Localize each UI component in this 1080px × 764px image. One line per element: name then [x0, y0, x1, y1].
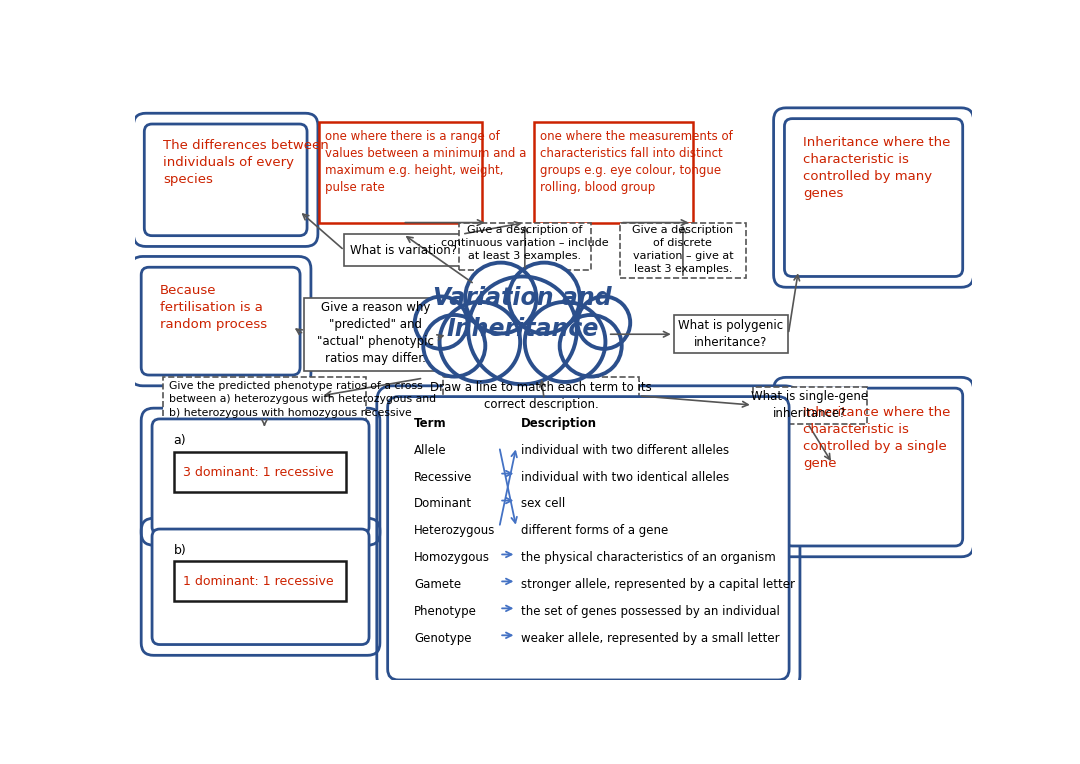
Circle shape [415, 296, 468, 349]
Bar [620, 222, 745, 278]
Text: Inheritance where the
characteristic is
controlled by many
genes: Inheritance where the characteristic is … [804, 136, 950, 200]
Bar [303, 298, 447, 371]
Text: sex cell: sex cell [521, 497, 565, 510]
Circle shape [559, 315, 622, 377]
Text: weaker allele, represented by a small letter: weaker allele, represented by a small le… [521, 633, 780, 646]
Bar [444, 377, 638, 415]
FancyBboxPatch shape [388, 397, 789, 680]
Bar [674, 315, 788, 354]
Bar [753, 387, 867, 423]
Bar [320, 122, 482, 222]
Text: Phenotype: Phenotype [414, 605, 477, 618]
Text: b): b) [174, 545, 187, 558]
Text: Give the predicted phenotype ratios of a cross
between a) heterozygous with hete: Give the predicted phenotype ratios of a… [170, 381, 436, 418]
Text: Recessive: Recessive [414, 471, 472, 484]
Text: Heterozygous: Heterozygous [414, 524, 496, 537]
Text: Give a description of
continuous variation – include
at least 3 examples.: Give a description of continuous variati… [441, 225, 609, 261]
Text: one where there is a range of
values between a minimum and a
maximum e.g. height: one where there is a range of values bet… [325, 130, 526, 194]
Text: What is polygenic
inheritance?: What is polygenic inheritance? [678, 319, 783, 349]
Text: Description: Description [521, 416, 597, 429]
Bar [174, 452, 346, 492]
Text: Dominant: Dominant [414, 497, 472, 510]
Bar [174, 562, 346, 601]
Text: stronger allele, represented by a capital letter: stronger allele, represented by a capita… [521, 578, 795, 591]
Text: The differences between
individuals of every
species: The differences between individuals of e… [163, 139, 328, 186]
FancyBboxPatch shape [784, 388, 962, 546]
Bar [345, 234, 462, 267]
Text: Because
fertilisation is a
random process: Because fertilisation is a random proces… [160, 284, 267, 331]
Text: Gamete: Gamete [414, 578, 461, 591]
Text: individual with two identical alleles: individual with two identical alleles [521, 471, 729, 484]
Text: one where the measurements of
characteristics fall into distinct
groups e.g. eye: one where the measurements of characteri… [540, 130, 732, 194]
Text: the set of genes possessed by an individual: the set of genes possessed by an individ… [521, 605, 780, 618]
Text: 3 dominant: 1 recessive: 3 dominant: 1 recessive [183, 465, 334, 478]
Circle shape [423, 315, 485, 377]
Text: What is variation?: What is variation? [350, 244, 457, 257]
Text: What is single-gene
inheritance?: What is single-gene inheritance? [752, 390, 868, 420]
Text: Give a description
of discrete
variation – give at
least 3 examples.: Give a description of discrete variation… [633, 225, 733, 274]
Text: Homozygous: Homozygous [414, 552, 490, 565]
Text: Allele: Allele [414, 444, 447, 457]
Text: a): a) [174, 434, 187, 448]
Text: Term: Term [414, 416, 447, 429]
FancyBboxPatch shape [141, 267, 300, 375]
Circle shape [465, 263, 537, 333]
Text: individual with two different alleles: individual with two different alleles [521, 444, 729, 457]
Text: Draw a line to match each term to its
correct description.: Draw a line to match each term to its co… [430, 380, 652, 411]
Circle shape [509, 263, 580, 333]
Circle shape [440, 302, 521, 382]
FancyBboxPatch shape [152, 529, 369, 645]
Circle shape [578, 296, 631, 349]
Circle shape [525, 302, 606, 382]
Text: different forms of a gene: different forms of a gene [521, 524, 669, 537]
Text: Variation and
Inheritance: Variation and Inheritance [433, 286, 611, 342]
FancyBboxPatch shape [145, 124, 307, 235]
Bar [459, 222, 591, 270]
Text: 1 dominant: 1 recessive: 1 dominant: 1 recessive [183, 575, 334, 588]
Text: Genotype: Genotype [414, 633, 472, 646]
Text: Inheritance where the
characteristic is
controlled by a single
gene: Inheritance where the characteristic is … [804, 406, 950, 470]
Bar [163, 377, 366, 424]
Circle shape [469, 277, 577, 384]
Text: Give a reason why
"predicted" and
"actual" phenotypic
ratios may differ.: Give a reason why "predicted" and "actua… [316, 301, 434, 365]
Bar [535, 122, 693, 222]
FancyBboxPatch shape [152, 419, 369, 535]
Text: the physical characteristics of an organism: the physical characteristics of an organ… [521, 552, 775, 565]
FancyBboxPatch shape [784, 118, 962, 277]
